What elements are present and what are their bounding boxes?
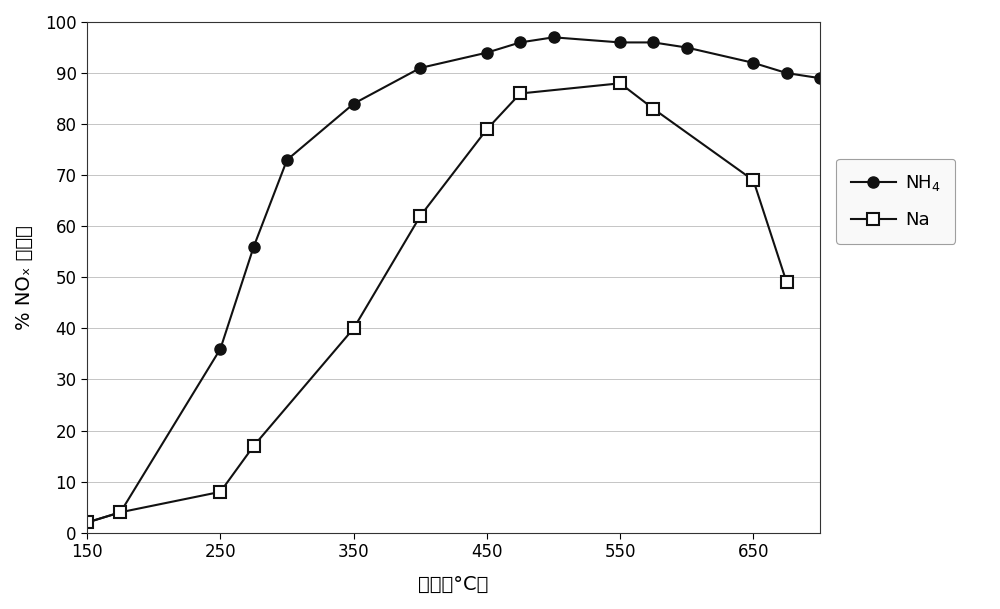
X-axis label: 温度（°C）: 温度（°C） — [418, 575, 489, 594]
Legend: NH$_4$, Na: NH$_4$, Na — [836, 159, 955, 244]
Y-axis label: % NOₓ 转化率: % NOₓ 转化率 — [15, 225, 34, 330]
